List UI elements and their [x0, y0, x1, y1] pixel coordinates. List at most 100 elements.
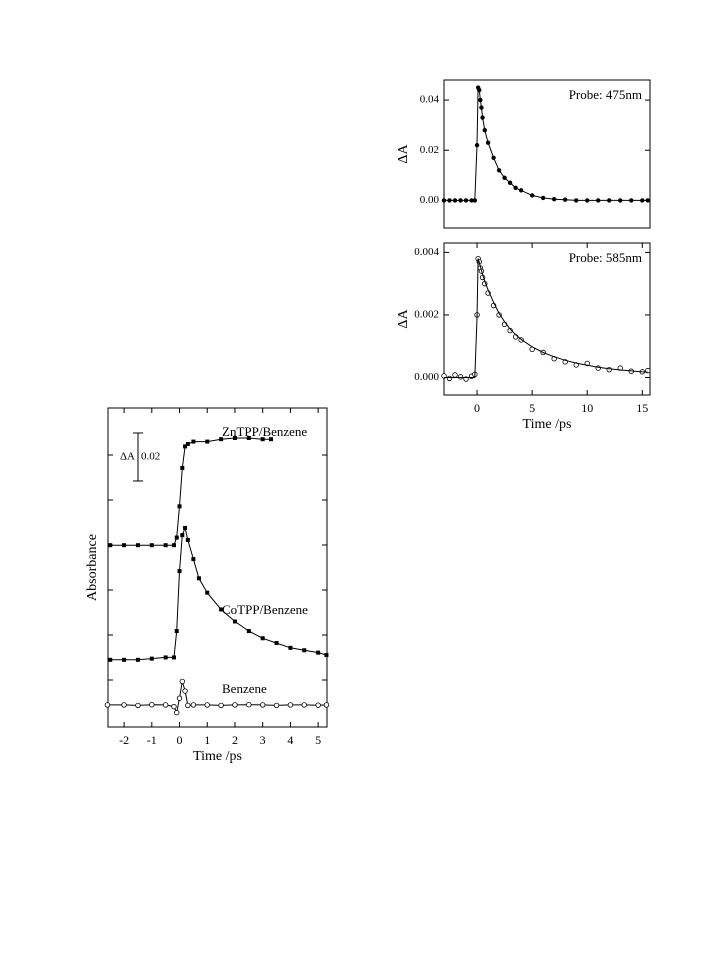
point [135, 702, 141, 709]
point [232, 619, 237, 624]
point [288, 645, 293, 650]
point [323, 702, 330, 708]
point [485, 140, 491, 145]
series-line [444, 258, 648, 378]
point [196, 576, 201, 581]
point [472, 198, 478, 203]
point [474, 143, 480, 148]
series-line [110, 526, 327, 661]
point [171, 543, 176, 548]
point [287, 702, 294, 708]
point [629, 198, 634, 203]
point [191, 439, 196, 444]
y-axis-label: Absorbance [85, 534, 100, 601]
x-tick-label: 5 [529, 401, 535, 415]
x-tick-label: 15 [636, 401, 648, 415]
x-tick-label: 3 [260, 733, 266, 747]
point [180, 533, 185, 538]
point [540, 195, 546, 201]
point [135, 657, 140, 662]
point [469, 198, 474, 203]
point [182, 688, 188, 694]
x-tick-label: -2 [119, 733, 129, 747]
point [218, 702, 224, 709]
point [171, 703, 177, 710]
point [259, 702, 266, 708]
point [513, 185, 518, 191]
point [645, 198, 650, 203]
y-tick-label: 0.000 [414, 371, 439, 383]
point [324, 653, 329, 658]
point [507, 180, 513, 186]
point [204, 702, 210, 708]
point [596, 198, 601, 203]
x-tick-label: 5 [315, 733, 321, 747]
point [477, 87, 482, 93]
point [122, 543, 127, 548]
annotation: Probe: 475nm [569, 87, 642, 102]
annotation: Probe: 585nm [569, 250, 642, 265]
point [480, 115, 485, 120]
point [174, 629, 179, 634]
y-tick-label: 0.02 [420, 144, 439, 156]
point [176, 695, 183, 701]
point [551, 196, 557, 202]
y-tick-label: 0.04 [420, 94, 440, 106]
point [163, 655, 168, 660]
x-axis-label: Time /ps [193, 749, 242, 764]
point [502, 175, 507, 181]
scale-bar-value: 0.02 [141, 451, 160, 463]
point [274, 641, 279, 646]
x-tick-label: 0 [474, 401, 480, 415]
x-tick-label: 1 [204, 733, 210, 747]
point [232, 702, 238, 708]
y-axis-label: ΔA [396, 309, 411, 329]
point [219, 607, 224, 612]
point [174, 709, 180, 716]
x-tick-label: 0 [177, 733, 183, 747]
point [177, 569, 182, 574]
point [618, 198, 623, 203]
point [121, 702, 127, 708]
point [205, 439, 210, 444]
point [149, 701, 155, 708]
point [482, 127, 487, 133]
point [458, 198, 463, 203]
y-tick-label: 0.004 [414, 246, 439, 258]
point [302, 648, 307, 653]
point [179, 678, 185, 685]
point [163, 543, 168, 548]
point [122, 657, 127, 662]
scale-bar-label: ΔA [120, 451, 135, 463]
point [149, 656, 154, 661]
point [585, 198, 590, 203]
x-axis-label: Time /ps [523, 417, 572, 432]
point [185, 441, 190, 446]
point [232, 435, 237, 440]
point [607, 198, 612, 203]
point [441, 198, 447, 203]
point [316, 650, 321, 655]
point [273, 702, 280, 709]
point [185, 537, 190, 542]
x-tick-label: -1 [147, 733, 157, 747]
point [260, 636, 265, 641]
series-label: ZnTPP/Benzene [222, 424, 307, 439]
point [446, 375, 453, 382]
point [452, 372, 458, 378]
point [246, 629, 251, 634]
point [183, 444, 188, 449]
point [174, 535, 179, 540]
point [191, 557, 196, 562]
point [190, 702, 197, 708]
point [246, 435, 251, 440]
point [269, 437, 274, 442]
point [108, 543, 113, 548]
y-tick-label: 0.002 [414, 308, 439, 320]
series-line [444, 87, 648, 201]
point [177, 504, 182, 509]
series-line [107, 681, 327, 715]
point [301, 702, 307, 708]
y-tick-label: 0.00 [420, 194, 440, 206]
